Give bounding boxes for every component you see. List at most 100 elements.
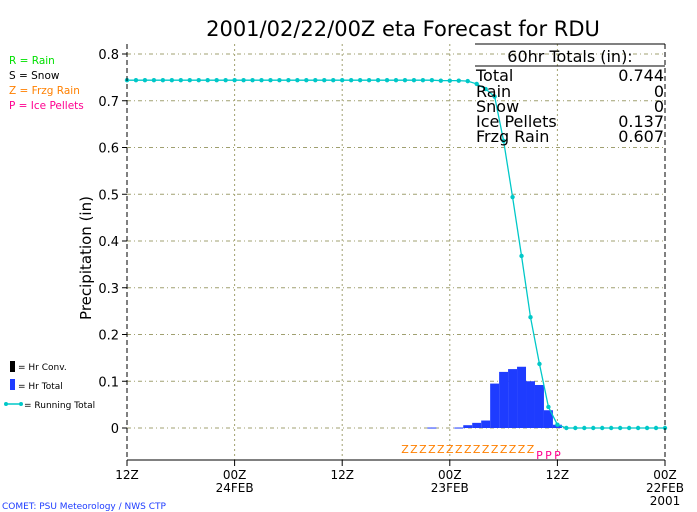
x-tick-label: 12Z [330,468,354,482]
totals-value-snow: 0 [654,97,664,116]
running-total-point [250,77,255,83]
totals-label-ice-pellets: Ice Pellets [476,112,557,131]
running-total-point [528,315,533,320]
legend-hr-conv: = Hr Conv. [18,363,67,373]
running-total-point [519,253,524,259]
legend-frzg-rain: Z = Frzg Rain [9,85,80,97]
legend-running-total: = Running Total [24,401,95,411]
running-total-line [124,77,668,431]
running-total-point [555,422,560,427]
running-total-point [537,361,542,367]
hr-total-bar [499,371,509,428]
precip-type-mark: Z [509,443,517,456]
x-tick-label: 2001 [650,494,681,508]
running-total-point [187,77,192,83]
running-total-point [357,77,363,83]
running-total-point [402,77,408,83]
precip-type-mark: Z [410,443,418,456]
running-total-point [600,425,605,431]
running-total-point [169,77,175,83]
y-tick-label: 0.4 [98,235,119,250]
hr-conv-swatch [10,361,15,372]
y-tick-label: 0.1 [98,375,119,390]
y-tick-label: 0.3 [98,282,119,297]
running-total-point [644,425,650,431]
totals-value-frzg-rain: 0.607 [618,127,664,146]
hr-total-bar [427,427,437,429]
running-total-point [196,77,201,83]
y-tick-label: 0.6 [98,142,119,157]
running-total-point [483,86,488,92]
running-total-point [492,94,497,99]
y-tick-label: 0.8 [98,48,119,63]
running-total-point [375,77,381,83]
running-total-point [438,78,444,83]
running-total-point [609,425,614,431]
running-total-point [366,77,372,83]
running-total-point [223,77,228,83]
precip-type-mark: Z [446,443,454,456]
running-total-point [151,77,157,83]
running-total-point [313,77,318,83]
running-total-point [348,77,354,83]
running-total-point [564,425,569,431]
precip-type-mark: Z [455,443,463,456]
precip-type-mark: Z [527,443,535,456]
totals-label-snow: Snow [476,97,519,116]
running-total-point [384,77,390,83]
y-tick-label: 0.7 [98,95,119,110]
running-total-point [286,77,291,83]
x-tick-label: 24FEB [216,481,254,495]
precip-type-mark: Z [473,443,481,456]
totals-value-rain: 0 [654,82,664,101]
precip-type-mark: Z [428,443,436,456]
running-total-point [546,404,551,410]
running-total-point [501,138,506,144]
hr-total-bar [472,422,482,428]
totals-label-frzg-rain: Frzg Rain [476,127,549,146]
running-total-point [393,77,399,83]
running-total-point [582,425,587,431]
hr-total-swatch [10,379,15,390]
running-total-point [653,425,659,431]
running-total-point [259,77,264,83]
precip-type-mark: Z [419,443,427,456]
credit-text: COMET: PSU Meteorology / NWS CTP [2,502,166,512]
running-total-point [420,77,426,83]
running-total-point [429,77,435,83]
y-axis-label: Precipitation (in) [77,196,95,320]
hr-total-bar [526,381,535,428]
x-tick-label: 00Z [438,468,462,482]
running-total-point [626,425,632,431]
running-total-point [591,425,596,431]
running-total-point [447,78,452,83]
y-tick-label: 0.2 [98,329,119,344]
precip-type-mark: P [554,449,561,462]
running-total-point [340,77,345,83]
type-legend: R = Rain S = Snow Z = Frzg Rain P = Ice … [9,55,84,112]
x-tick-label: 12Z [115,468,139,482]
running-total-point [214,77,219,83]
running-total-point [133,77,139,83]
legend-rain: R = Rain [9,55,55,67]
legend-snow: S = Snow [9,70,60,82]
x-tick-label: 00Z [223,468,247,482]
hr-total-bar [490,383,500,428]
running-total-point [474,81,479,87]
precip-type-mark: P [545,449,552,462]
running-total-point [456,78,461,83]
chart-title: 2001/02/22/00Z eta Forecast for RDU [206,17,600,41]
running-total-point [142,77,148,83]
precip-type-mark: Z [518,443,526,456]
running-total-point [277,77,282,83]
running-total-point [635,425,641,431]
precip-type-mark: P [536,449,543,462]
hr-total-bar [508,369,518,428]
totals-label-rain: Rain [476,82,511,101]
precip-type-mark: Z [464,443,472,456]
running-total-point [295,77,300,83]
precip-type-mark: Z [491,443,499,456]
y-tick-label: 0 [111,422,119,437]
